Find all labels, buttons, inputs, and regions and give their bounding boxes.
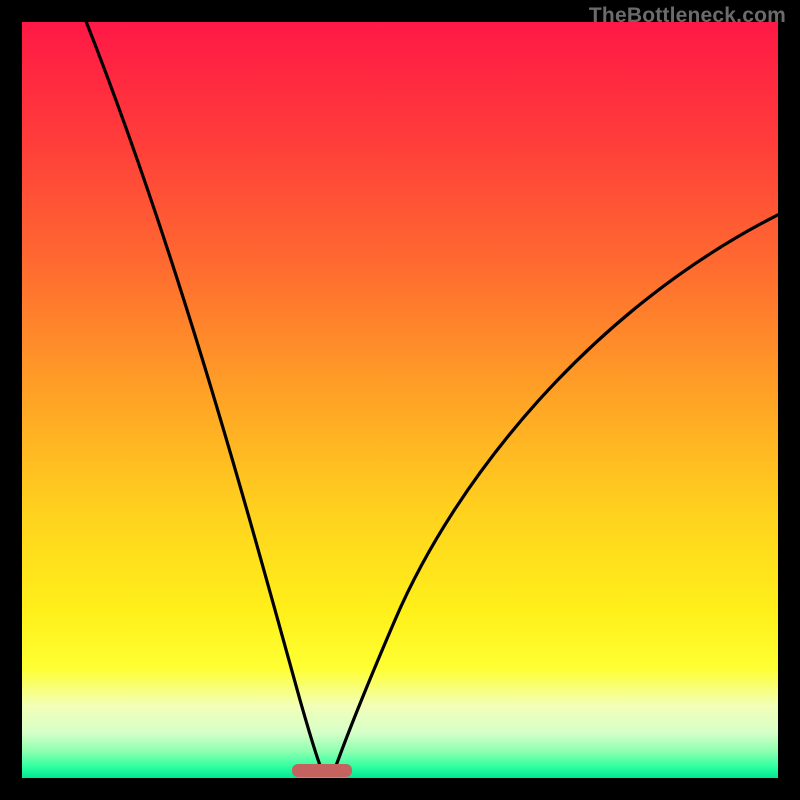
- watermark-text: TheBottleneck.com: [589, 4, 786, 28]
- plot-background-gradient: [22, 22, 778, 778]
- chart-stage: { "watermark": { "text": "TheBottleneck.…: [0, 0, 800, 800]
- bottleneck-chart: [0, 0, 800, 800]
- optimal-range-marker: [292, 764, 352, 777]
